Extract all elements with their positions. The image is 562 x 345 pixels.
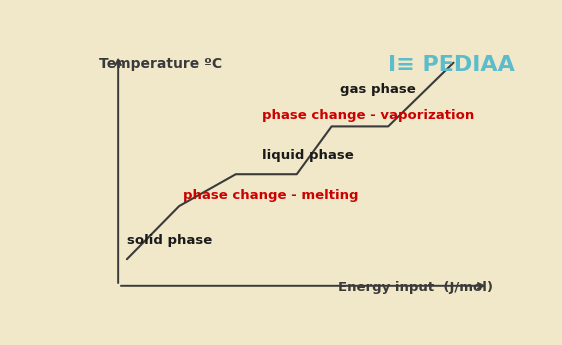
Text: gas phase: gas phase — [340, 83, 416, 96]
Text: Temperature ºC: Temperature ºC — [98, 57, 221, 71]
Text: I≡ PEDIAA: I≡ PEDIAA — [388, 55, 515, 75]
Text: liquid phase: liquid phase — [262, 149, 353, 162]
Text: phase change - melting: phase change - melting — [183, 189, 359, 202]
Text: solid phase: solid phase — [127, 234, 212, 247]
Text: Energy input  (J/mol): Energy input (J/mol) — [338, 281, 493, 294]
Text: phase change - vaporization: phase change - vaporization — [262, 109, 474, 122]
